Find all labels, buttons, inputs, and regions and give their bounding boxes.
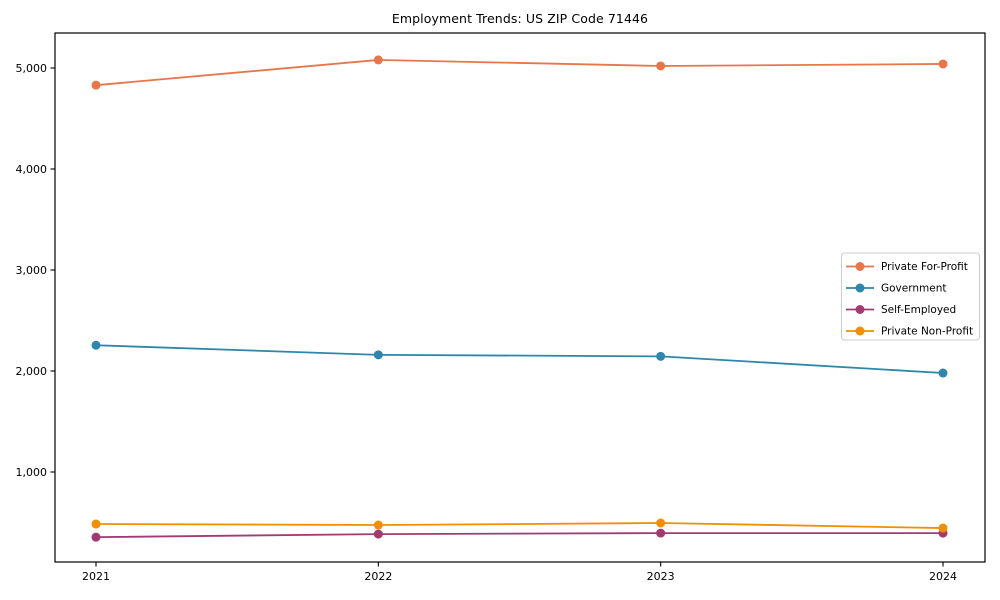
y-tick-label: 4,000 xyxy=(16,163,48,176)
data-point-private-non-profit-2022 xyxy=(373,520,383,530)
y-tick-label: 3,000 xyxy=(16,264,48,277)
y-tick-label: 2,000 xyxy=(16,365,48,378)
data-point-self-employed-2023 xyxy=(656,528,666,538)
data-point-private-non-profit-2024 xyxy=(938,523,948,533)
x-tick-label: 2022 xyxy=(364,570,392,583)
y-tick-label: 1,000 xyxy=(16,466,48,479)
legend-marker-self-employed xyxy=(855,305,865,314)
series-line-private-non-profit xyxy=(95,522,944,529)
data-point-self-employed-2021 xyxy=(91,532,101,542)
x-tick-label: 2023 xyxy=(647,570,675,583)
data-point-government-2022 xyxy=(373,350,383,360)
data-point-government-2023 xyxy=(656,351,666,361)
series-line-government xyxy=(95,344,944,374)
x-tick-label: 2021 xyxy=(82,570,110,583)
data-point-private-non-profit-2023 xyxy=(656,518,666,528)
data-point-government-2024 xyxy=(938,368,948,378)
legend-marker-government xyxy=(855,283,865,293)
plot-frame xyxy=(54,32,986,563)
data-point-private-for-profit-2022 xyxy=(373,55,383,65)
x-tick-label: 2024 xyxy=(929,570,957,583)
series-line-self-employed xyxy=(95,532,943,539)
data-point-private-for-profit-2021 xyxy=(91,80,101,90)
chart-title: Employment Trends: US ZIP Code 71446 xyxy=(391,11,649,26)
data-point-private-for-profit-2024 xyxy=(938,59,948,69)
legend-label-private-for-profit: Private For-Profit xyxy=(881,261,968,273)
legend-label-private-non-profit: Private Non-Profit xyxy=(881,326,973,338)
series-line-private-for-profit xyxy=(95,59,944,87)
data-point-government-2021 xyxy=(91,340,101,350)
legend-marker-private-non-profit xyxy=(855,326,865,336)
data-point-private-for-profit-2023 xyxy=(656,61,666,71)
legend-label-government: Government xyxy=(881,283,946,295)
y-tick-label: 5,000 xyxy=(16,62,48,75)
legend-marker-private-for-profit xyxy=(855,262,865,271)
legend-label-self-employed: Self-Employed xyxy=(881,304,956,316)
data-point-private-non-profit-2021 xyxy=(91,519,101,529)
data-point-self-employed-2022 xyxy=(373,529,383,539)
legend-box xyxy=(841,252,980,341)
